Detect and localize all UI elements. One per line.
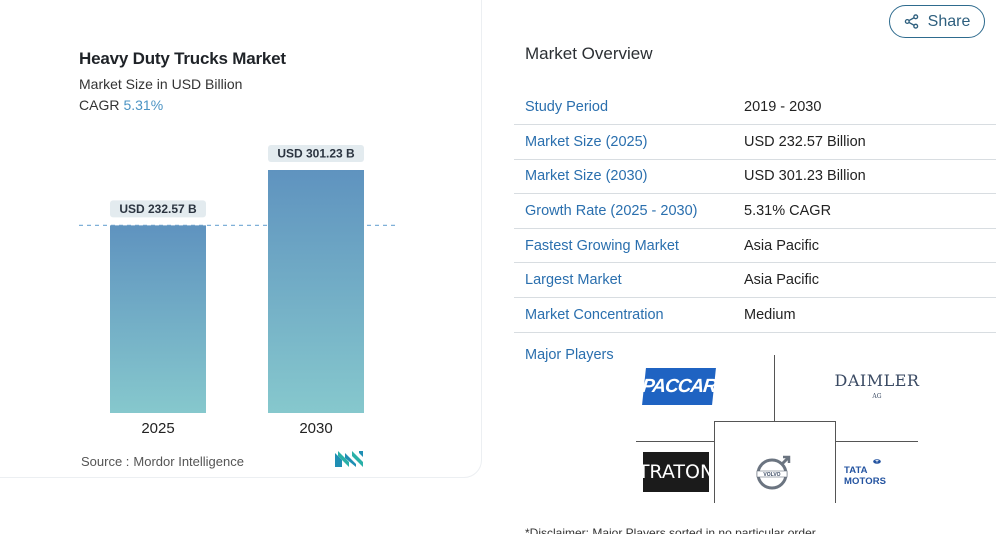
- overview-value: USD 301.23 Billion: [733, 159, 996, 195]
- data-label: USD 301.23 B: [277, 147, 355, 161]
- cagr-value: 5.31%: [123, 97, 164, 113]
- major-players-grid: PACCAR DAIMLER AG TRATON VOLVO TATA MOTO…: [636, 355, 920, 503]
- overview-key: Growth Rate (2025 - 2030): [514, 193, 733, 229]
- overview-row: Growth Rate (2025 - 2030) 5.31% CAGR: [514, 193, 996, 229]
- chart-cagr: CAGR 5.31%: [79, 97, 163, 113]
- grid-divider: [636, 441, 714, 442]
- grid-divider: [835, 421, 836, 503]
- grid-divider: [774, 355, 775, 421]
- overview-key: Study Period: [514, 90, 733, 126]
- overview-row: Market Concentration Medium: [514, 297, 996, 333]
- overview-key: Market Size (2025): [514, 124, 733, 160]
- grid-divider: [714, 421, 715, 503]
- source-name: Mordor Intelligence: [133, 454, 244, 469]
- overview-row: Largest Market Asia Pacific: [514, 262, 996, 299]
- overview-value: 5.31% CAGR: [733, 193, 996, 229]
- grid-divider: [835, 441, 918, 442]
- daimler-logo: DAIMLER AG: [834, 370, 920, 400]
- x-tick-label: 2030: [299, 420, 332, 437]
- bar-2025: [110, 225, 206, 413]
- chart-title: Heavy Duty Trucks Market: [79, 49, 286, 68]
- major-players-label: Major Players: [525, 347, 614, 363]
- overview-row: Market Size (2025) USD 232.57 Billion: [514, 124, 996, 160]
- grid-divider: [714, 421, 835, 422]
- traton-logo: TRATON: [638, 452, 714, 492]
- overview-key: Largest Market: [514, 262, 733, 299]
- bar-chart: USD 232.57 B 2025 USD 301.23 B 2030: [79, 145, 398, 437]
- overview-key: Market Size (2030): [514, 159, 733, 195]
- x-tick-label: 2025: [141, 420, 174, 437]
- share-icon: [904, 14, 918, 29]
- overview-key: Fastest Growing Market: [514, 228, 733, 264]
- share-button[interactable]: Share: [889, 5, 985, 38]
- source-label: Source :: [81, 454, 130, 469]
- svg-text:VOLVO: VOLVO: [763, 472, 780, 478]
- market-chart-card: [0, 0, 482, 478]
- overview-row: Study Period 2019 - 2030: [514, 90, 996, 126]
- overview-value: 2019 - 2030: [733, 90, 996, 126]
- data-label: USD 232.57 B: [119, 202, 197, 216]
- overview-value: Asia Pacific: [733, 228, 996, 264]
- market-overview-title: Market Overview: [525, 44, 653, 63]
- overview-value: Medium: [733, 297, 996, 333]
- value-label-bg: [110, 200, 206, 218]
- bar-2030: [268, 170, 364, 413]
- overview-value: USD 232.57 Billion: [733, 124, 996, 160]
- share-label: Share: [927, 12, 971, 30]
- overview-row: Fastest Growing Market Asia Pacific: [514, 228, 996, 264]
- mordor-intelligence-logo-icon: [335, 451, 363, 467]
- tata-emblem-icon: [873, 459, 881, 464]
- paccar-logo: PACCAR: [641, 368, 717, 405]
- overview-value: Asia Pacific: [733, 262, 996, 299]
- value-label-bg: [268, 145, 364, 162]
- volvo-logo: VOLVO: [756, 455, 791, 490]
- tata-motors-logo: TATA MOTORS: [844, 459, 910, 487]
- disclaimer-text: *Disclaimer: Major Players sorted in no …: [525, 526, 816, 534]
- chart-source: Source : Mordor Intelligence: [81, 454, 244, 469]
- overview-key: Market Concentration: [514, 297, 733, 333]
- cagr-label: CAGR: [79, 97, 120, 113]
- overview-row: Market Size (2030) USD 301.23 Billion: [514, 159, 996, 195]
- chart-subtitle: Market Size in USD Billion: [79, 76, 243, 92]
- market-overview-table: Study Period 2019 - 2030 Market Size (2025…: [514, 90, 996, 333]
